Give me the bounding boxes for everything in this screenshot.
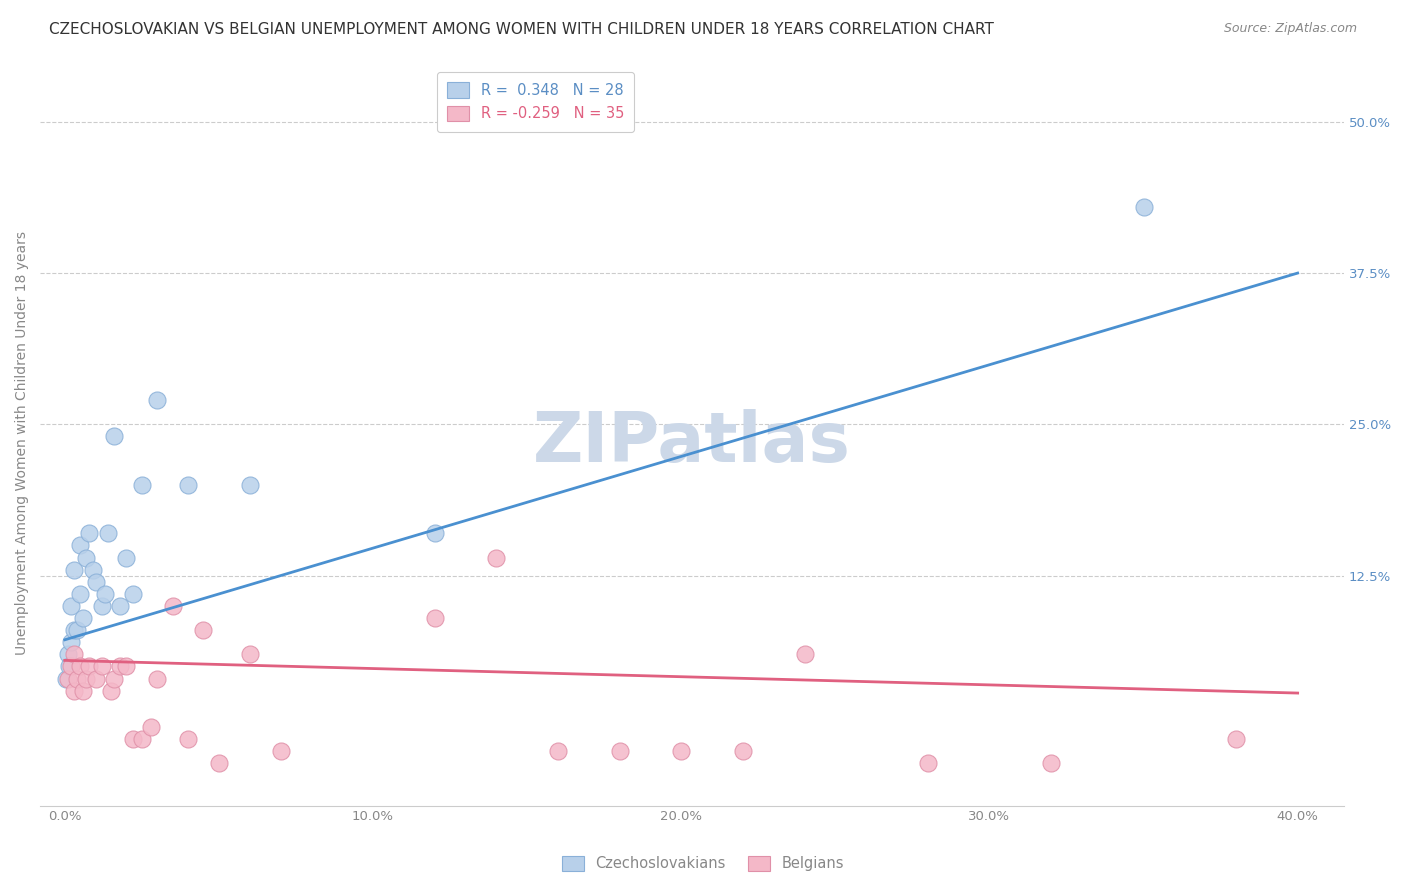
Point bbox=[90, 659, 112, 673]
Point bbox=[69, 587, 91, 601]
Point bbox=[609, 744, 631, 758]
Point bbox=[59, 635, 82, 649]
Point bbox=[84, 672, 107, 686]
Point bbox=[139, 720, 162, 734]
Point bbox=[121, 587, 143, 601]
Point bbox=[239, 478, 262, 492]
Point bbox=[208, 756, 231, 771]
Point bbox=[731, 744, 754, 758]
Point bbox=[69, 659, 91, 673]
Point bbox=[79, 659, 101, 673]
Legend: R =  0.348   N = 28, R = -0.259   N = 35: R = 0.348 N = 28, R = -0.259 N = 35 bbox=[437, 72, 634, 132]
Point bbox=[66, 623, 89, 637]
Point bbox=[56, 648, 79, 662]
Point bbox=[1040, 756, 1063, 771]
Point bbox=[1132, 200, 1154, 214]
Point bbox=[146, 393, 169, 408]
Point bbox=[177, 478, 200, 492]
Point bbox=[177, 732, 200, 747]
Point bbox=[72, 683, 94, 698]
Point bbox=[917, 756, 939, 771]
Text: Source: ZipAtlas.com: Source: ZipAtlas.com bbox=[1223, 22, 1357, 36]
Point bbox=[56, 672, 79, 686]
Point bbox=[55, 672, 77, 686]
Y-axis label: Unemployment Among Women with Children Under 18 years: Unemployment Among Women with Children U… bbox=[15, 230, 30, 655]
Point bbox=[131, 732, 153, 747]
Point bbox=[63, 648, 86, 662]
Point bbox=[193, 623, 215, 637]
Point bbox=[162, 599, 184, 613]
Point bbox=[131, 478, 153, 492]
Point bbox=[115, 659, 138, 673]
Point bbox=[63, 623, 86, 637]
Point bbox=[75, 672, 97, 686]
Point bbox=[66, 672, 89, 686]
Point bbox=[75, 550, 97, 565]
Point bbox=[84, 574, 107, 589]
Point bbox=[59, 659, 82, 673]
Point bbox=[63, 683, 86, 698]
Point bbox=[69, 538, 91, 552]
Text: CZECHOSLOVAKIAN VS BELGIAN UNEMPLOYMENT AMONG WOMEN WITH CHILDREN UNDER 18 YEARS: CZECHOSLOVAKIAN VS BELGIAN UNEMPLOYMENT … bbox=[49, 22, 994, 37]
Point bbox=[423, 526, 446, 541]
Point bbox=[793, 648, 815, 662]
Point bbox=[270, 744, 292, 758]
Point bbox=[1225, 732, 1247, 747]
Point bbox=[82, 563, 104, 577]
Point bbox=[103, 672, 125, 686]
Point bbox=[115, 550, 138, 565]
Point bbox=[110, 659, 132, 673]
Text: ZIPatlas: ZIPatlas bbox=[533, 409, 851, 476]
Point bbox=[79, 526, 101, 541]
Point bbox=[94, 587, 117, 601]
Point bbox=[97, 526, 120, 541]
Point bbox=[423, 611, 446, 625]
Point bbox=[146, 672, 169, 686]
Point bbox=[547, 744, 569, 758]
Point bbox=[90, 599, 112, 613]
Point bbox=[100, 683, 122, 698]
Legend: Czechoslovakians, Belgians: Czechoslovakians, Belgians bbox=[554, 847, 852, 880]
Point bbox=[63, 563, 86, 577]
Point bbox=[103, 429, 125, 443]
Point bbox=[59, 599, 82, 613]
Point bbox=[671, 744, 693, 758]
Point bbox=[72, 611, 94, 625]
Point bbox=[121, 732, 143, 747]
Point bbox=[485, 550, 508, 565]
Point bbox=[58, 659, 80, 673]
Point bbox=[110, 599, 132, 613]
Point bbox=[239, 648, 262, 662]
